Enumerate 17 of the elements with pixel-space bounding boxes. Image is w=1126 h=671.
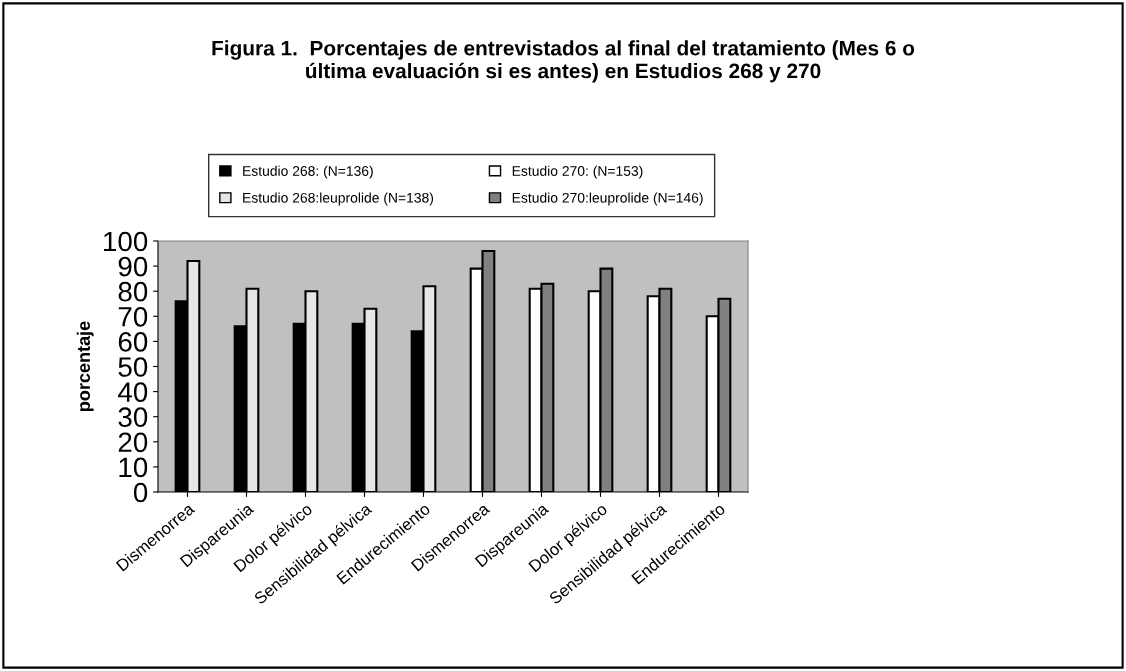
y-tick-label: 40 bbox=[118, 382, 148, 402]
y-tick-label: 10 bbox=[119, 457, 148, 478]
legend-label: Estudio 270:leuprolide (N=146) bbox=[512, 192, 703, 206]
y-axis-title: porcentaje bbox=[76, 321, 94, 411]
legend-label: Estudio 268:leuprolide (N=138) bbox=[243, 192, 434, 206]
y-tick-label: 20 bbox=[118, 432, 148, 453]
legend-label: Estudio 270: (N=153) bbox=[512, 165, 643, 179]
y-tick-label: 100 bbox=[104, 231, 148, 252]
y-tick-label: 0 bbox=[133, 482, 148, 503]
y-tick-label: 70 bbox=[118, 306, 148, 327]
y-tick-label: 30 bbox=[118, 407, 148, 428]
y-tick-label: 80 bbox=[118, 281, 148, 302]
y-tick-label: 90 bbox=[118, 256, 148, 277]
chart-title: Figura 1. Porcentajes de entrevistados al final del tratamiento (Mes 6 o última evaluación si es antes) en Estudios 268 y 270 bbox=[212, 40, 915, 83]
y-tick-label: 50 bbox=[118, 357, 148, 377]
y-tick-label: 60 bbox=[118, 332, 148, 352]
legend-label: Estudio 268: (N=136) bbox=[243, 165, 373, 179]
